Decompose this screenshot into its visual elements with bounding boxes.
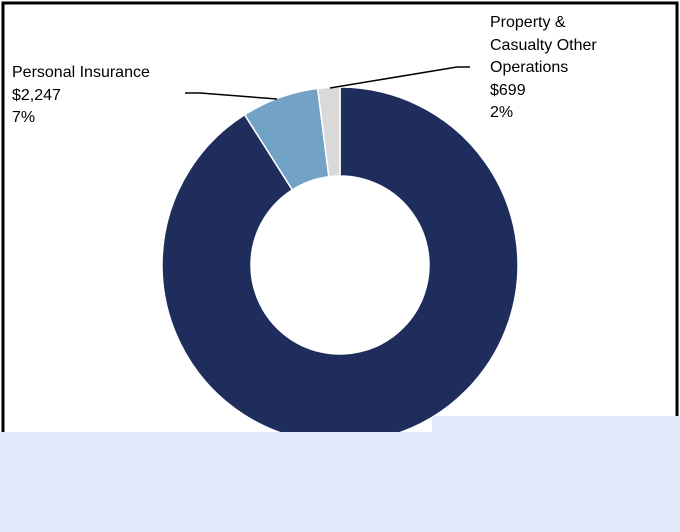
slice [316,86,341,178]
amount-label: $2,247 [12,86,61,104]
amount-label: $699 [490,81,526,99]
slice [161,86,519,444]
slice-label: Property & Casualty Other Operations $69… [490,12,625,125]
value-label: 7% [12,109,36,126]
leader-line [329,66,470,89]
slice-label: Personal Insurance $2,247 7% [12,62,187,130]
overlay-panel [0,416,680,532]
category-label: Property & Casualty Other Operations [490,14,597,76]
value-label: 2% [490,104,514,121]
category-label: Personal Insurance [12,64,150,81]
leader-line [185,92,278,100]
